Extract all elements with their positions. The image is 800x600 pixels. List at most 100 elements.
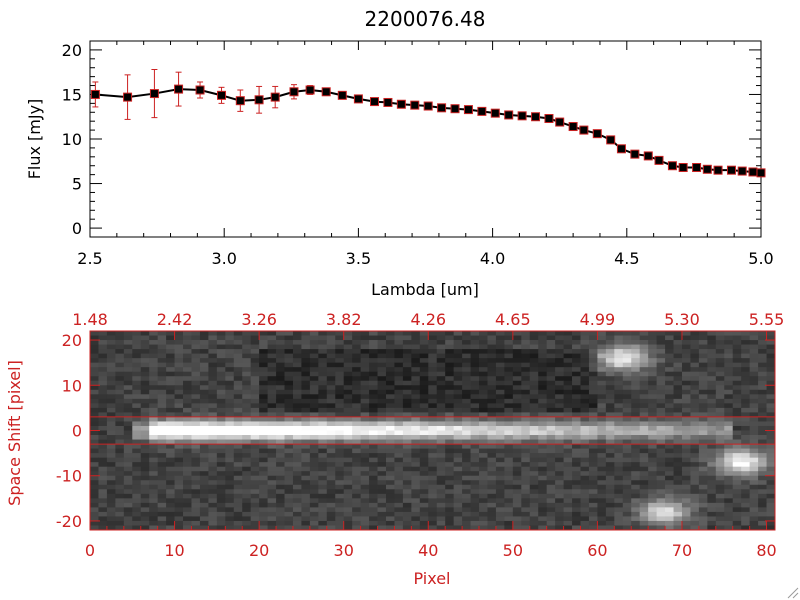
heatmap-cell [614,403,624,409]
heatmap-cell [318,471,328,477]
heatmap-cell [174,340,184,345]
heatmap-cell [90,520,99,526]
heatmap-cell [250,475,260,481]
heatmap-cell [741,435,751,440]
heatmap-cell [673,349,683,355]
heatmap-cell [707,475,717,481]
heatmap-cell [487,507,497,513]
heatmap-cell [588,421,598,427]
heatmap-cell [538,394,548,400]
heatmap-cell [588,331,598,336]
heatmap-cell [572,358,581,364]
heatmap-cell [98,453,108,459]
heatmap-cell [749,412,759,418]
heatmap-cell [538,511,548,517]
heatmap-cell [715,457,725,463]
heatmap-cell [90,498,99,504]
heatmap-cell [242,444,252,449]
heatmap-cell [301,394,311,400]
heatmap-cell [580,398,590,404]
heatmap-cell [724,520,734,526]
heatmap-cell [90,475,99,481]
heatmap-cell [470,516,480,522]
heatmap-cell [622,444,632,449]
heatmap-cell [572,335,581,341]
heatmap-cell [614,507,624,513]
heatmap-cell [276,344,285,350]
heatmap-cell [749,453,759,459]
heatmap-cell [580,493,590,499]
heatmap-cell [504,331,514,336]
heatmap-cell [369,466,378,472]
heatmap-cell [724,462,734,468]
heatmap-cell [360,480,370,486]
heatmap-cell [538,376,548,382]
heatmap-cell [572,416,581,422]
heatmap-cell [707,439,717,445]
heatmap-cell [707,466,717,472]
heatmap-cell [479,484,488,490]
heatmap-cell [656,493,666,499]
heatmap-cell [563,376,573,382]
heatmap-cell [259,439,268,445]
heatmap-cell [512,394,522,400]
heatmap-cell [191,498,201,504]
heatmap-cell [555,435,564,440]
top-axis-tick-label: 3.82 [326,310,362,329]
heatmap-cell [538,462,548,468]
heatmap-cell [588,394,598,400]
heatmap-cell [402,525,412,531]
heatmap-cell [191,349,201,355]
heatmap-cell [157,380,167,386]
heatmap-cell [529,344,539,350]
heatmap-cell [132,371,142,377]
heatmap-cell [183,380,192,386]
heatmap-cell [555,471,564,477]
heatmap-cell [749,358,759,364]
heatmap-cell [199,340,209,345]
heatmap-cell [462,340,471,345]
heatmap-cell [656,398,666,404]
heatmap-cell [580,421,590,427]
heatmap-cell [157,511,167,517]
heatmap-cell [512,462,522,468]
heatmap-cell [631,484,641,490]
heatmap-cell [453,448,463,454]
heatmap-cell [462,471,471,477]
heatmap-cell [225,407,235,413]
heatmap-cell [250,507,260,513]
heatmap-cell [639,367,649,373]
heatmap-cell [715,349,725,355]
heatmap-cell [360,331,370,336]
heatmap-cell [242,380,252,386]
data-point [254,95,264,105]
heatmap-cell [292,376,302,382]
heatmap-cell [343,371,353,377]
heatmap-cell [512,444,522,449]
heatmap-cell [115,412,125,418]
heatmap-cell [292,525,302,531]
heatmap-cell [766,489,776,495]
heatmap-cell [622,480,632,486]
heatmap-cell [335,412,345,418]
heatmap-cell [140,362,150,368]
heatmap-cell [470,489,480,495]
heatmap-cell [766,362,776,368]
heatmap-cell [724,389,734,395]
bottom-y-tick-label: 20 [62,331,82,350]
heatmap-cell [605,471,615,477]
heatmap-cell [208,462,218,468]
resize-grip-icon[interactable] [787,587,799,599]
heatmap-cell [436,421,446,427]
heatmap-cell [208,457,218,463]
heatmap-cell [199,448,209,454]
heatmap-cell [115,444,125,449]
heatmap-cell [555,421,564,427]
heatmap-cell [233,502,243,508]
heatmap-cell [123,453,133,459]
heatmap-cell [343,471,353,477]
heatmap-cell [411,416,421,422]
heatmap-cell [766,380,776,386]
heatmap-cell [681,358,691,364]
heatmap-cell [597,507,607,513]
